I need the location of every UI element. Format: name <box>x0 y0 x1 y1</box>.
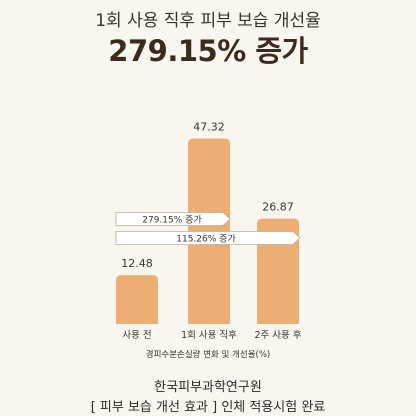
footer-org: 한국피부과학연구원 <box>154 380 262 395</box>
headline-increase: 279.15% 증가 <box>108 34 308 68</box>
annotation-label-1: 115.26% 증가 <box>176 234 235 245</box>
value-label-1: 47.32 <box>193 121 225 134</box>
annotation-label-0: 279.15% 증가 <box>142 215 201 226</box>
annotation-arrow-1 <box>115 231 301 245</box>
category-label-1: 1회 사용 직후 <box>181 330 237 341</box>
value-label-0: 12.48 <box>121 257 153 270</box>
category-label-0: 사용 전 <box>122 330 151 341</box>
value-label-2: 26.87 <box>262 201 294 214</box>
x-axis-label: 경피수분손실량 변화 및 개선율(%) <box>146 349 270 360</box>
bar-0 <box>116 275 158 324</box>
chart-title: 1회 사용 직후 피부 보습 개선율 <box>95 11 321 31</box>
bar-2 <box>257 218 299 324</box>
footer-note: [ 피부 보습 개선 효과 ] 인체 적용시험 완료 <box>90 400 326 415</box>
annotation-arrow-0 <box>115 212 231 226</box>
category-label-2: 2주 사용 후 <box>254 330 301 341</box>
